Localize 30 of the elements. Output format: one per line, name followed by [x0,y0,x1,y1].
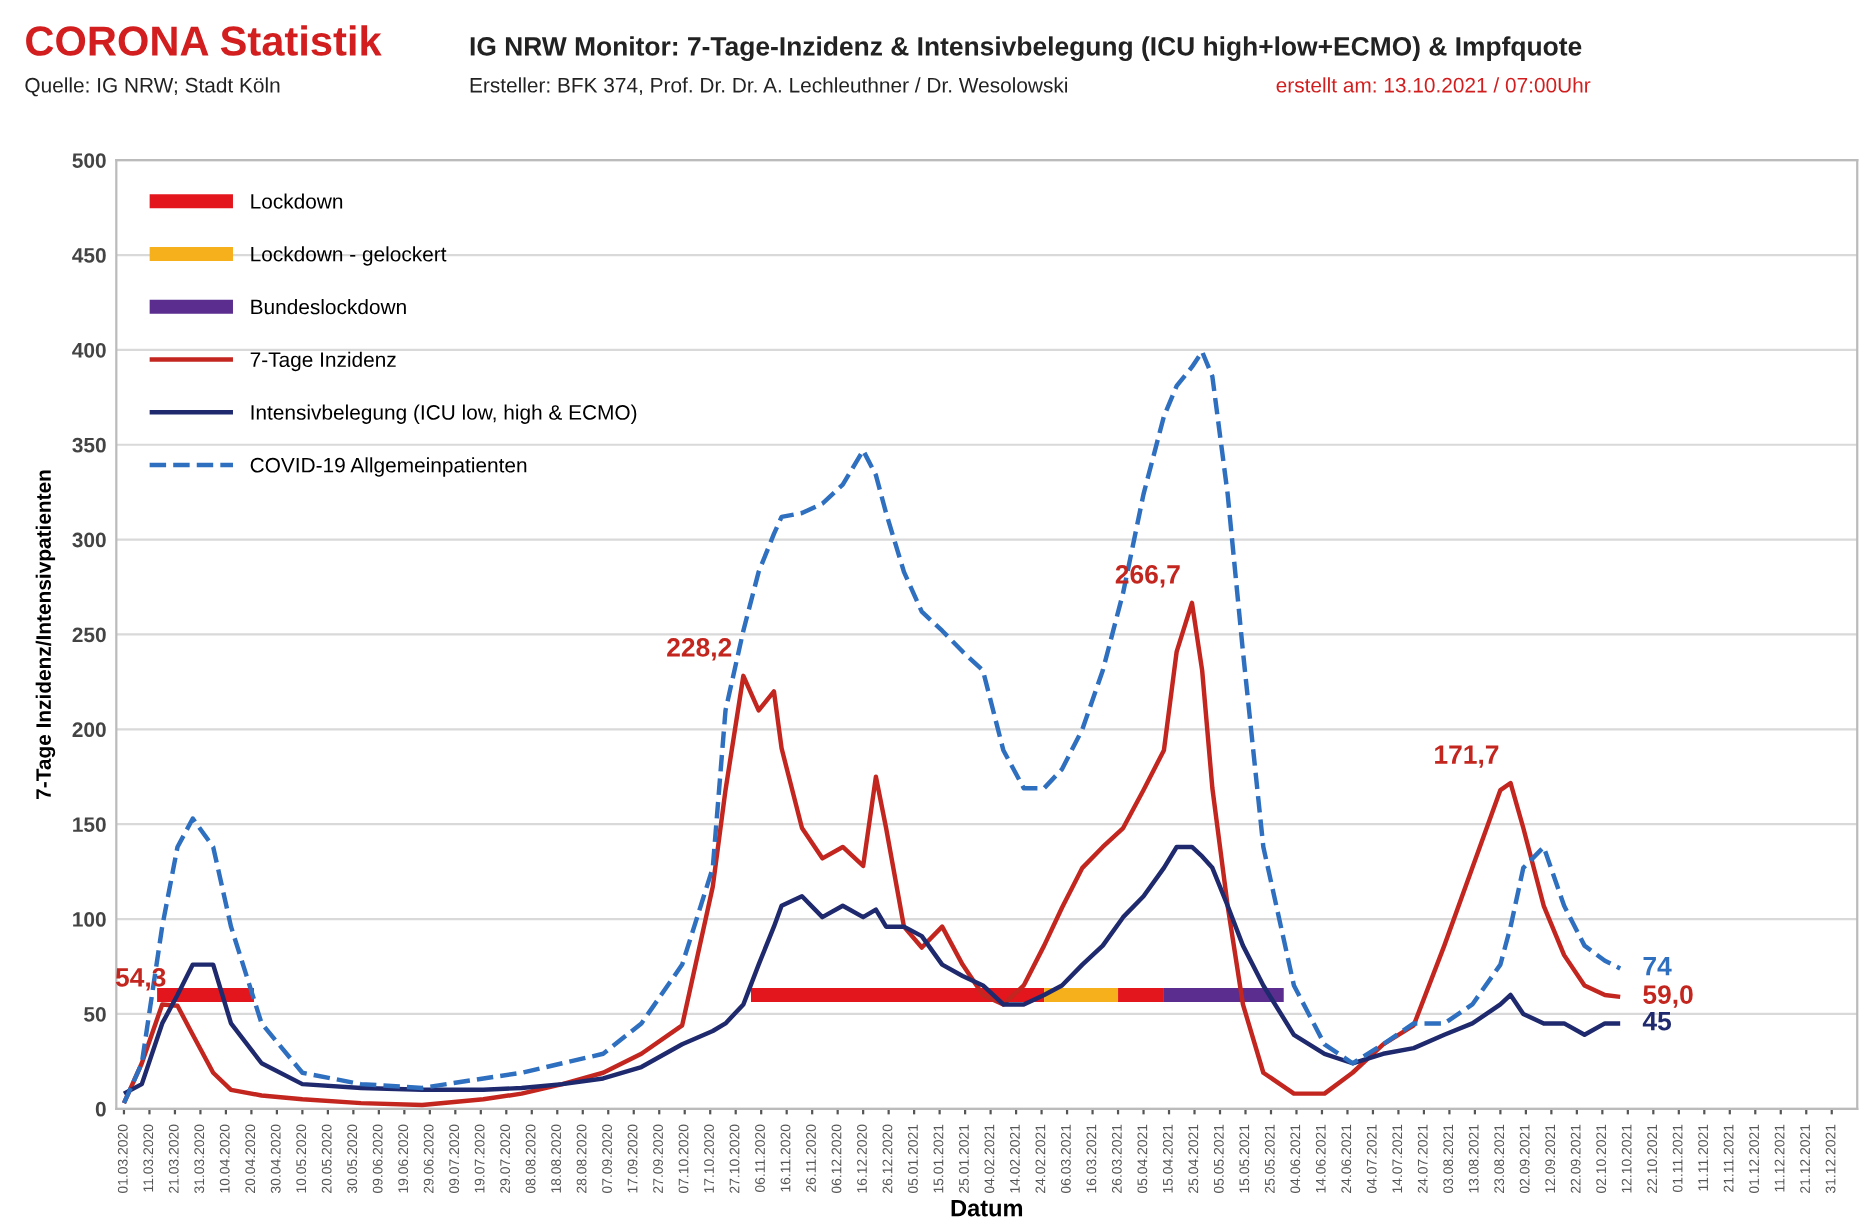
legend-label: 7-Tage Inzidenz [250,351,396,372]
y-tick-label: 50 [84,1006,106,1022]
y-tick-label: 200 [72,722,106,738]
annotation: 228,2 [667,638,732,661]
y-tick-label: 350 [72,437,106,453]
legend-label: Bundeslockdown [251,299,406,315]
y-tick-label: 450 [72,248,106,263]
annotation: 45 [1642,1012,1672,1031]
text: Ersteller: BFK 374, Prof. Dr. Dr. A. Lechleuthner / Dr. Wesolowski [470,77,1068,96]
annotation: 74 [1643,957,1672,976]
y-tick-label: 500 [72,153,106,168]
annotation: 171,7 [1435,745,1499,768]
annotation: 266,7 [1115,565,1180,588]
y-tick-label: 400 [72,342,106,358]
legend-label: Lockdown [251,193,343,209]
chart-title: CORONA Statistik [26,25,382,56]
x-axis-title: Datum [951,1200,1023,1217]
y-tick-label: 250 [72,627,106,643]
annotation: 59,0 [1643,985,1693,1008]
legend-label: Lockdown - gelockert [251,246,447,266]
y-tick-label: 300 [72,532,106,548]
y-tick-label: 150 [73,817,106,832]
legend-label: Intensivbelegung (ICU low, high & ECMO) [251,404,637,424]
y-tick-label: 100 [73,912,106,927]
text: erstellt am: 13.10.2021 / 07:00Uhr [1276,77,1591,93]
source-note: Quelle: IG NRW; Stadt Köln [25,77,280,97]
y-tick-label: 0 [95,1101,106,1117]
y-axis-title: 7-Tage Inzidenz/Intensivpatienten [35,470,56,799]
chart-subtitle: IG NRW Monitor: 7-Tage-Inzidenz & Intensivbelegung (ICU high+low+ECMO) & Impfquote [470,36,1582,62]
legend-label: COVID-19 Allgemeinpatienten [250,457,527,477]
